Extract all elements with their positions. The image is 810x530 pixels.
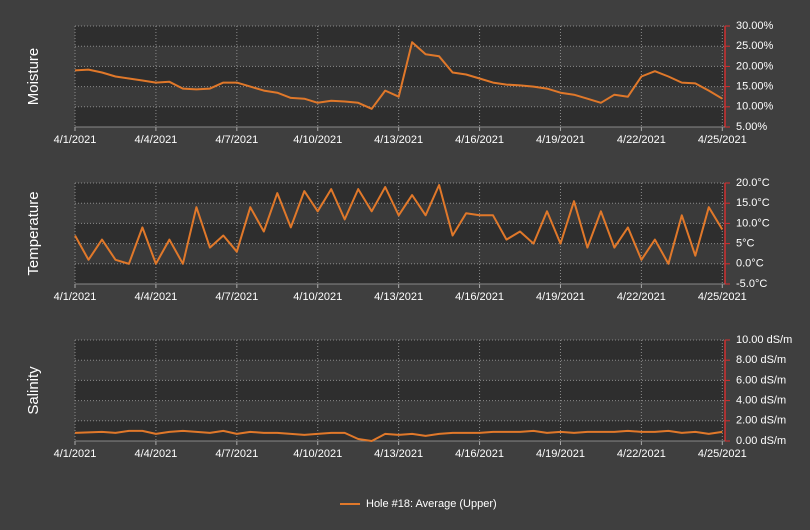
x-tick-label: 4/13/2021 [374,134,423,146]
y-tick-label: 15.00% [736,81,774,93]
band [75,340,725,361]
band [75,223,725,244]
x-tick-label: 4/7/2021 [215,291,258,303]
y-tick-label: 2.00 dS/m [736,415,786,427]
x-tick-label: 4/1/2021 [54,448,97,460]
y-tick-label: 30.00% [736,20,774,32]
data-line [74,184,724,265]
y-tick-label: 4.00 dS/m [736,395,786,407]
x-tick-label: 4/10/2021 [293,291,342,303]
band [75,86,725,107]
y-tick-label: 8.00 dS/m [736,354,786,366]
x-tick-label: 4/16/2021 [455,448,504,460]
band [75,183,725,204]
y-tick-label: 10.0°C [736,217,770,229]
y-tick-label: 20.00% [736,60,774,72]
x-tick-label: 4/22/2021 [617,291,666,303]
legend-label: Hole #18: Average (Upper) [366,498,497,510]
data-line [74,41,723,110]
y-axis-label: Salinity [25,366,42,415]
x-tick-label: 4/22/2021 [617,448,666,460]
x-tick-label: 4/19/2021 [536,448,585,460]
y-tick-label: 5°C [736,238,755,250]
y-tick-label: -5.0°C [736,278,767,290]
x-tick-label: 4/19/2021 [536,134,585,146]
x-tick-label: 4/25/2021 [698,291,747,303]
band [75,106,725,127]
x-tick-label: 4/1/2021 [54,291,97,303]
x-tick-label: 4/25/2021 [698,448,747,460]
x-tick-label: 4/19/2021 [536,291,585,303]
x-tick-label: 4/25/2021 [698,134,747,146]
y-tick-label: 10.00% [736,101,774,113]
x-tick-label: 4/1/2021 [54,134,97,146]
band [75,66,725,87]
band [75,400,725,421]
band [75,263,725,284]
y-tick-label: 0.0°C [736,258,764,270]
x-tick-label: 4/7/2021 [215,134,258,146]
x-tick-label: 4/10/2021 [293,134,342,146]
band [75,420,725,441]
data-line [74,429,723,442]
x-tick-label: 4/4/2021 [134,134,177,146]
x-tick-label: 4/7/2021 [215,448,258,460]
band [75,46,725,67]
x-tick-label: 4/13/2021 [374,291,423,303]
y-tick-label: 20.0°C [736,177,770,189]
x-tick-label: 4/13/2021 [374,448,423,460]
x-tick-label: 4/10/2021 [293,448,342,460]
y-tick-label: 15.0°C [736,197,770,209]
x-tick-label: 4/22/2021 [617,134,666,146]
band [75,380,725,401]
x-tick-label: 4/16/2021 [455,291,504,303]
band [75,26,725,47]
y-axis-label: Temperature [25,191,42,275]
y-tick-label: 6.00 dS/m [736,374,786,386]
y-tick-label: 10.00 dS/m [736,334,792,346]
y-tick-label: 0.00 dS/m [736,435,786,447]
y-axis-label: Moisture [25,48,42,106]
y-tick-label: 25.00% [736,40,774,52]
y-tick-label: 5.00% [736,121,767,133]
x-tick-label: 4/16/2021 [455,134,504,146]
x-tick-label: 4/4/2021 [134,448,177,460]
band [75,360,725,381]
x-tick-label: 4/4/2021 [134,291,177,303]
